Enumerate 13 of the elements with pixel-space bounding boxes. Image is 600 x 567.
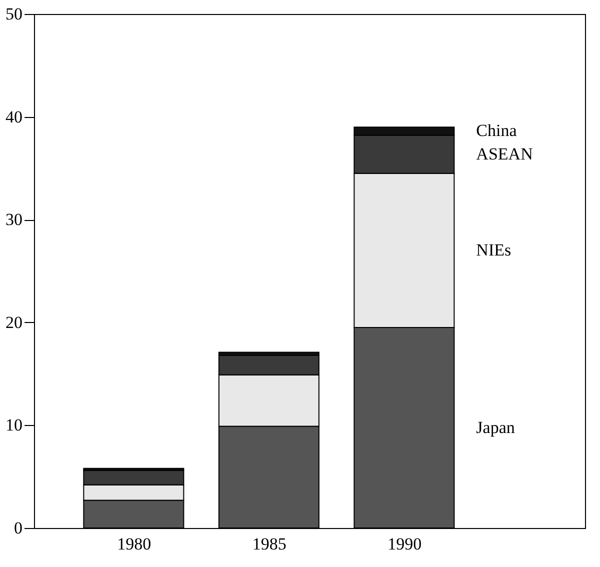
x-tick-label: 1990 [388, 534, 422, 554]
y-tick-label: 20 [6, 312, 22, 332]
y-tick-label: 40 [6, 107, 22, 126]
x-tick-label: 1980 [117, 534, 152, 554]
series-label: ASEAN [476, 144, 533, 164]
y-tick-label: 0 [14, 518, 22, 538]
series-label: Japan [476, 418, 516, 437]
y-tick-label: 50 [6, 4, 22, 24]
series-label: NIEs [476, 240, 512, 260]
x-tick-label: 1985 [252, 534, 286, 554]
y-tick-label: 30 [6, 210, 22, 230]
series-label: China [476, 121, 518, 140]
y-tick-label: 10 [6, 416, 22, 435]
